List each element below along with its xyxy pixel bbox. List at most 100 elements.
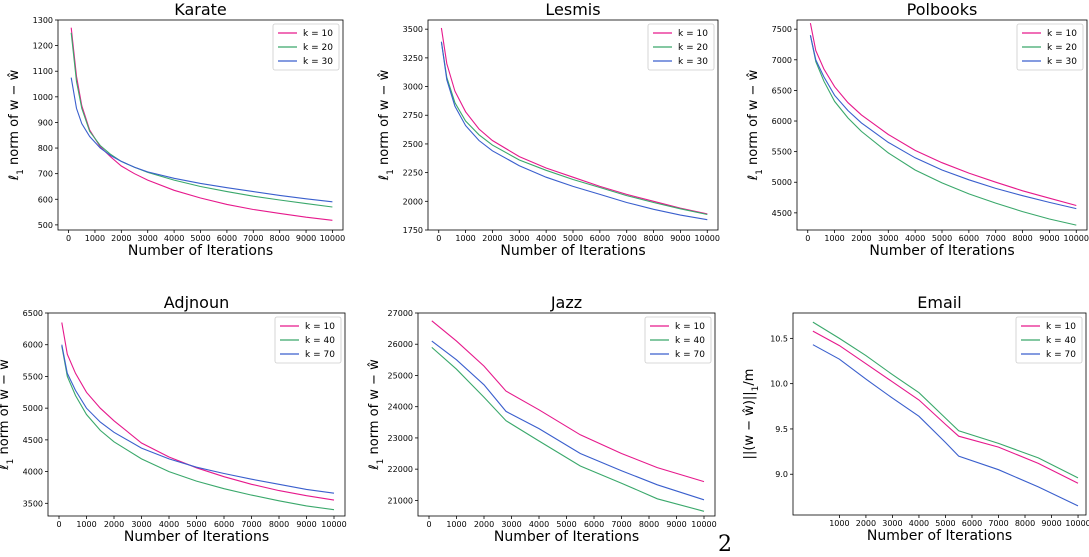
x-tick-label: 4000 [909,519,929,528]
series-line [431,346,705,512]
y-tick-label: 7500 [772,25,792,34]
legend-label: k = 10 [303,29,333,39]
chart-0: Karate 0 1000 2000 3000 4000 5000 6000 7000 8000 9… [7,0,345,259]
legend-label: k = 10 [675,322,705,332]
x-tick-label: 0 [66,234,71,243]
legend-box [272,23,340,71]
y-tick-label: 800 [38,144,53,153]
x-tick-label: 5000 [932,234,952,243]
chart-4: Jazz 0 1000 2000 3000 4000 5000 6000 7000 8000 900… [367,293,717,545]
y-tick-label: 500 [38,221,53,230]
x-tick-label: 4000 [164,234,184,243]
x-tick-label: 1000 [446,520,466,529]
legend-label: k = 20 [678,43,708,53]
y-tick-label: 3500 [403,25,423,34]
y-tick-label: 27000 [388,309,413,318]
y-tick-label: 23000 [388,434,413,443]
y-tick-label: 5000 [23,404,43,413]
legend-box [274,316,342,364]
y-tick-label: 5000 [772,178,792,187]
legend-box [1015,316,1083,364]
y-tick-label: 3000 [403,83,423,92]
x-tick-label: 7000 [241,520,261,529]
legend-label: k = 70 [675,350,705,360]
x-tick-label: 5000 [935,519,955,528]
x-tick-label: 7000 [988,519,1008,528]
series-line [809,22,1077,207]
legend-box [1016,23,1084,71]
plot-frame [792,312,1087,516]
y-tick-label: 3250 [403,54,423,63]
x-tick-label: 3000 [509,234,529,243]
x-tick-label: 2000 [474,520,494,529]
x-tick-label: 3000 [882,519,902,528]
legend-label: k = 20 [1047,43,1077,53]
series-line [70,27,333,221]
x-tick-label: 10000 [321,520,346,529]
x-tick-label: 5000 [556,520,576,529]
page-number: 2 [718,532,732,557]
series-line [431,340,705,501]
y-tick-label: 1200 [33,42,53,51]
y-tick-label: 6000 [772,117,792,126]
x-tick-label: 2000 [482,234,502,243]
chart-title: Email [917,293,961,312]
y-tick-label: 7000 [772,56,792,65]
x-tick-label: 7000 [243,234,263,243]
legend-box [644,316,712,364]
legend-label: k = 30 [1047,57,1077,67]
x-axis-label: Number of Iterations [494,529,639,545]
chart-3: Adjnoun 0 1000 2000 3000 4000 5000 6000 7000 8000… [0,293,347,545]
y-tick-label: 1300 [33,16,53,25]
y-tick-label: 4000 [23,468,43,477]
x-tick-label: 4000 [529,520,549,529]
x-tick-label: 0 [56,520,61,529]
x-tick-label: 5000 [563,234,583,243]
x-tick-label: 0 [436,234,441,243]
legend-label: k = 10 [678,29,708,39]
y-tick-label: 21000 [388,496,413,505]
x-tick-label: 8000 [639,520,659,529]
legend-label: k = 20 [303,43,333,53]
y-axis-label: ℓ1 norm of w − ŵ [377,69,396,181]
legend-label: k = 10 [305,322,335,332]
x-tick-label: 2000 [856,519,876,528]
x-tick-label: 8000 [1015,519,1035,528]
x-axis-label: Number of Iterations [124,529,269,545]
y-tick-label: 2000 [403,197,423,206]
chart-title: Jazz [550,293,582,312]
y-axis-label: ℓ1 norm of w − ŵ [367,359,386,471]
y-tick-label: 25000 [388,371,413,380]
legend-label: k = 70 [1046,350,1076,360]
x-axis-label: Number of Iterations [128,243,273,259]
x-tick-label: 9000 [670,234,690,243]
chart-title: Lesmis [545,0,600,19]
y-tick-label: 22000 [388,465,413,474]
y-tick-label: 6500 [772,86,792,95]
x-tick-label: 10000 [691,520,716,529]
y-tick-label: 600 [38,195,53,204]
y-tick-label: 4500 [23,436,43,445]
x-axis-label: Number of Iterations [869,243,1014,259]
x-tick-label: 1000 [455,234,475,243]
x-tick-label: 5000 [186,520,206,529]
x-tick-label: 7000 [611,520,631,529]
x-axis-label: Number of Iterations [867,528,1012,544]
x-tick-label: 1000 [824,234,844,243]
series-line [431,320,705,483]
y-tick-label: 3500 [23,499,43,508]
x-tick-label: 1000 [829,519,849,528]
series-line [440,27,708,215]
x-tick-label: 8000 [1012,234,1032,243]
x-tick-label: 10000 [320,234,345,243]
series-line [440,41,708,216]
x-tick-label: 1000 [85,234,105,243]
x-tick-label: 6000 [217,234,237,243]
x-tick-label: 0 [805,234,810,243]
x-tick-label: 6000 [959,234,979,243]
x-tick-label: 10000 [1064,234,1089,243]
legend-box [647,23,715,71]
x-tick-label: 7000 [986,234,1006,243]
x-axis-label: Number of Iterations [500,243,645,259]
